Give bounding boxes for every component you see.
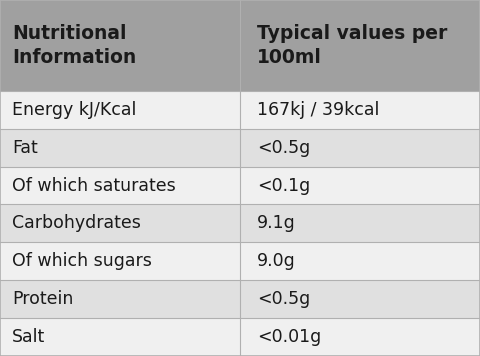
- Bar: [0, 167, 480, 204]
- Text: Of which sugars: Of which sugars: [12, 252, 152, 270]
- Bar: [0, 129, 480, 167]
- Text: <0.01g: <0.01g: [257, 328, 321, 346]
- Text: <0.5g: <0.5g: [257, 138, 310, 157]
- Text: 167kj / 39kcal: 167kj / 39kcal: [257, 101, 379, 119]
- Bar: [0, 318, 480, 356]
- Text: Nutritional
Information: Nutritional Information: [12, 24, 136, 67]
- Text: Fat: Fat: [12, 138, 38, 157]
- Bar: [0, 242, 480, 280]
- Text: Protein: Protein: [12, 290, 73, 308]
- Bar: [0, 280, 480, 318]
- Text: Typical values per
100ml: Typical values per 100ml: [257, 24, 447, 67]
- Text: 9.1g: 9.1g: [257, 214, 296, 232]
- Text: <0.1g: <0.1g: [257, 177, 310, 194]
- Bar: [0, 91, 480, 129]
- Bar: [0, 204, 480, 242]
- Text: Salt: Salt: [12, 328, 45, 346]
- Text: <0.5g: <0.5g: [257, 290, 310, 308]
- Text: 9.0g: 9.0g: [257, 252, 296, 270]
- Text: Carbohydrates: Carbohydrates: [12, 214, 141, 232]
- Text: Of which saturates: Of which saturates: [12, 177, 176, 194]
- Bar: [0, 0, 480, 91]
- Text: Energy kJ/Kcal: Energy kJ/Kcal: [12, 101, 136, 119]
